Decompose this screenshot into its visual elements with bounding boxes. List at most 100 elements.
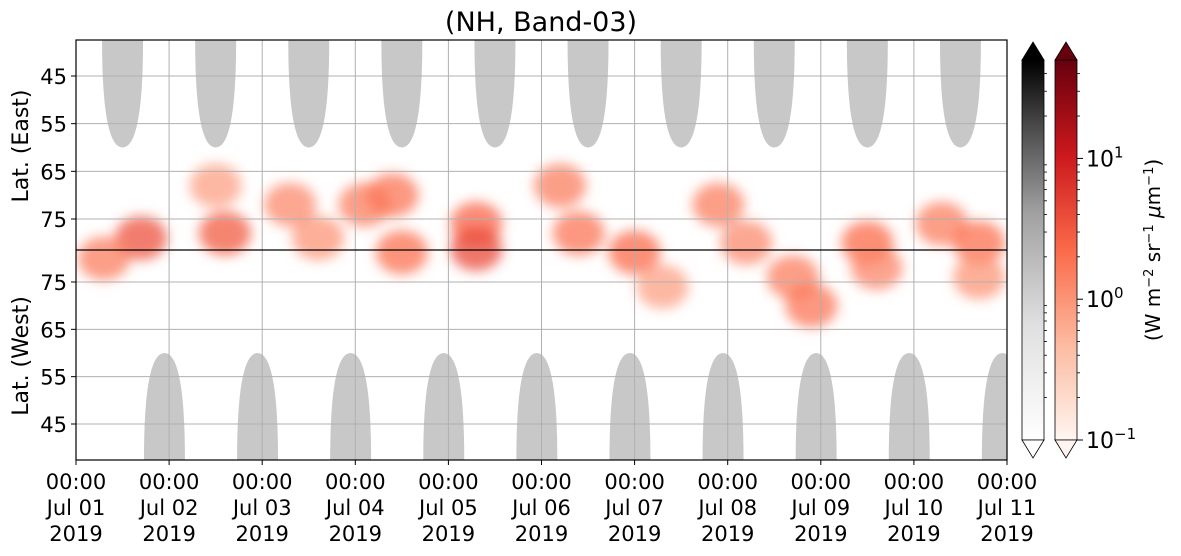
y-tick-label-east: 75 xyxy=(40,208,67,232)
daylight-gap-west xyxy=(702,353,744,460)
emission-event xyxy=(720,220,773,265)
x-tick-label: 00:00 xyxy=(418,470,479,494)
emission-event xyxy=(953,220,1006,265)
x-tick-label: Jul 08 xyxy=(696,496,757,520)
daylight-gap-west xyxy=(143,353,185,460)
x-tick-label: 00:00 xyxy=(511,470,572,494)
x-tick-label: Jul 07 xyxy=(603,496,664,520)
emission-event xyxy=(953,255,1006,300)
colorbar-greys-bar xyxy=(1021,59,1045,441)
x-tick-label: 00:00 xyxy=(977,470,1038,494)
emission-event xyxy=(189,163,242,208)
daylight-gap-east xyxy=(102,40,144,148)
daylight-gap-west xyxy=(423,353,465,460)
colorbar-tick-label: 101 xyxy=(1086,143,1124,172)
y-axis-label-east: Lat. (East) xyxy=(9,90,34,203)
daylight-gap-west xyxy=(888,353,930,460)
x-tick-label: 00:00 xyxy=(791,470,852,494)
colorbar-label: (W m−2 sr−1 μm−1) xyxy=(1141,159,1165,341)
y-tick-label-west: 65 xyxy=(40,318,67,342)
daylight-gap-east xyxy=(474,40,516,148)
x-tick-label: 2019 xyxy=(142,522,195,546)
colorbar-reds-bar xyxy=(1054,59,1078,441)
x-tick-label: 2019 xyxy=(701,522,754,546)
x-tick-label: Jul 04 xyxy=(324,496,385,520)
emission-event xyxy=(115,216,168,261)
daylight-gap-west xyxy=(609,353,651,460)
emission-event xyxy=(291,216,345,261)
x-tick-label: Jul 10 xyxy=(883,496,944,520)
colorbar-greys-extend-top xyxy=(1021,41,1045,61)
x-tick-label: 2019 xyxy=(49,522,102,546)
y-axis-west: 75 65 55 45 xyxy=(40,271,76,437)
emission-event xyxy=(77,236,130,281)
emission-event xyxy=(850,245,903,290)
daylight-gap-layer xyxy=(102,40,1007,460)
daylight-gap-east xyxy=(660,40,702,148)
y-axis-label-west: Lat. (West) xyxy=(9,296,34,416)
emission-event xyxy=(636,264,689,309)
daylight-gap-east xyxy=(753,40,795,148)
colorbar-reds-extend-bottom xyxy=(1054,439,1078,459)
x-tick-label: 2019 xyxy=(887,522,940,546)
x-tick-label: 00:00 xyxy=(46,470,107,494)
x-tick-label: 00:00 xyxy=(232,470,293,494)
daylight-gap-east xyxy=(381,40,423,148)
emission-event xyxy=(552,211,605,256)
x-tick-label: Jul 01 xyxy=(45,496,106,520)
y-tick-label-west: 55 xyxy=(40,366,67,390)
x-tick-label: Jul 06 xyxy=(510,496,571,520)
y-tick-label-east: 55 xyxy=(40,113,67,137)
emission-event xyxy=(692,182,745,227)
x-tick-label: 00:00 xyxy=(884,470,945,494)
colorbar-reds xyxy=(1054,41,1078,459)
x-tick-label: Jul 03 xyxy=(231,496,292,520)
x-tick-label: Jul 09 xyxy=(789,496,850,520)
chart-title: (NH, Band-03) xyxy=(445,7,637,38)
daylight-gap-west xyxy=(795,353,837,460)
x-tick-label: 2019 xyxy=(608,522,661,546)
y-tick-label-west: 45 xyxy=(40,413,67,437)
x-tick-label: 2019 xyxy=(515,522,568,546)
daylight-gap-west xyxy=(516,353,558,460)
x-tick-label: Jul 11 xyxy=(976,496,1037,520)
emission-event xyxy=(264,182,317,227)
emission-layer xyxy=(77,163,1006,328)
x-tick-label: 2019 xyxy=(235,522,288,546)
daylight-gap-east xyxy=(288,40,330,148)
colorbar-tick-label: 100 xyxy=(1086,284,1124,313)
daylight-gap-east xyxy=(195,40,237,148)
x-tick-label: 00:00 xyxy=(325,470,386,494)
emission-event xyxy=(366,173,419,218)
x-tick-label: 00:00 xyxy=(697,470,758,494)
emission-event xyxy=(785,283,838,328)
daylight-gap-west xyxy=(981,353,1007,460)
colorbar-greys xyxy=(1021,41,1045,459)
emission-event xyxy=(450,226,503,271)
colorbar-greys-extend-bottom xyxy=(1021,439,1045,459)
y-tick-label-west: 75 xyxy=(40,271,67,295)
daylight-gap-west xyxy=(237,353,279,460)
x-tick-label: 2019 xyxy=(980,522,1033,546)
x-tick-label: 2019 xyxy=(422,522,475,546)
daylight-gap-east xyxy=(939,40,981,148)
x-tick-label: 00:00 xyxy=(604,470,665,494)
x-tick-label: 00:00 xyxy=(139,470,200,494)
x-tick-label: 2019 xyxy=(329,522,382,546)
emission-event xyxy=(375,230,428,275)
x-tick-label: 2019 xyxy=(794,522,847,546)
x-tick-label: Jul 02 xyxy=(138,496,199,520)
y-axis-east: 45 55 65 75 xyxy=(40,65,76,232)
daylight-gap-east xyxy=(846,40,888,148)
emission-event xyxy=(198,211,252,256)
colorbar-reds-extend-top xyxy=(1054,41,1078,61)
y-tick-label-east: 45 xyxy=(40,65,67,89)
colorbar-tick-label: 10−1 xyxy=(1086,425,1136,454)
daylight-gap-east xyxy=(567,40,609,148)
y-tick-label-east: 65 xyxy=(40,160,67,184)
x-tick-label: Jul 05 xyxy=(417,496,478,520)
emission-event xyxy=(534,163,587,208)
daylight-gap-west xyxy=(330,353,372,460)
